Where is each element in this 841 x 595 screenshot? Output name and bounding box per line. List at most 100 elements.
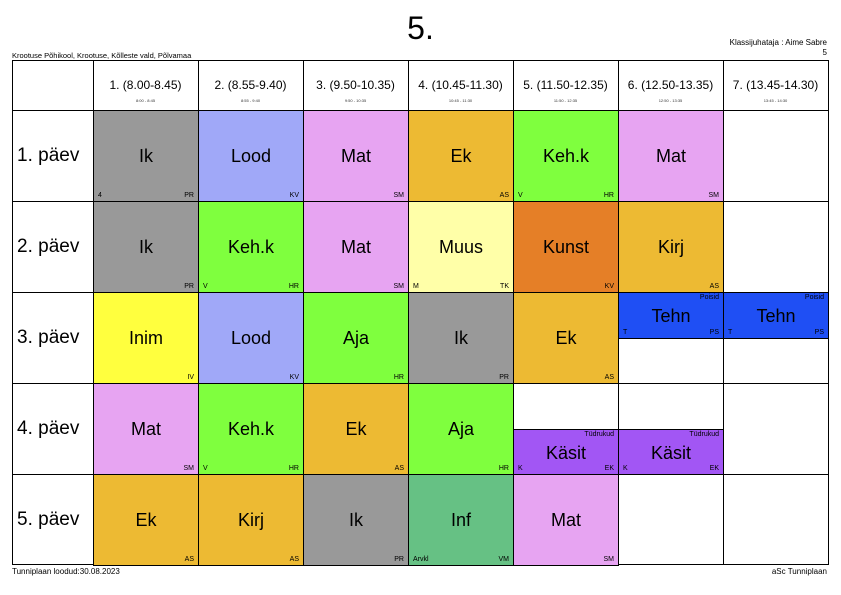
lesson-teacher: EK xyxy=(709,465,719,472)
lesson-subject: Tehn xyxy=(651,306,691,326)
lesson-teacher: AS xyxy=(604,374,614,381)
period-header: 2. (8.55-9.40) 8:55 - 9:40 xyxy=(198,61,303,110)
lesson-cell[interactable]: Ik PR xyxy=(93,201,199,293)
lesson-teacher: PR xyxy=(499,374,509,381)
lesson-cell[interactable]: Tehn T PS Poisid xyxy=(618,292,724,339)
lesson-teacher: KV xyxy=(289,374,299,381)
lesson-room: V xyxy=(203,283,208,290)
lesson-cell[interactable]: Lood KV xyxy=(198,110,304,202)
lesson-teacher: HR xyxy=(393,374,404,381)
lesson-teacher: SM xyxy=(603,556,615,563)
lesson-cell[interactable]: Ik PR xyxy=(303,474,409,566)
period-label: 1. (8.00-8.45) xyxy=(109,78,182,92)
lesson-group: Poisid xyxy=(699,294,719,301)
lesson-cell[interactable]: Käsit K EK Tüdrukud xyxy=(513,429,619,475)
lesson-teacher: VM xyxy=(498,556,510,563)
lesson-cell[interactable]: Ik PR xyxy=(408,292,514,384)
lesson-room: V xyxy=(203,465,208,472)
day-header: 1. päev xyxy=(17,144,80,166)
lesson-subject: Lood xyxy=(230,328,272,348)
lesson-cell[interactable]: Keh.k V HR xyxy=(513,110,619,202)
lesson-teacher: PR xyxy=(184,192,194,199)
lesson-cell[interactable]: Kirj AS xyxy=(198,474,304,566)
lesson-subject: Mat xyxy=(655,146,686,166)
lesson-teacher: PR xyxy=(394,556,404,563)
period-header: 6. (12.50-13.35) 12:50 - 13:35 xyxy=(618,61,723,110)
day-header: 5. päev xyxy=(17,508,80,530)
lesson-cell[interactable]: Tehn T PS Poisid xyxy=(723,292,829,339)
lesson-subject: Ek xyxy=(135,510,157,530)
period-time: 13:45 - 14:30 xyxy=(763,98,788,103)
lesson-room: 4 xyxy=(98,192,102,199)
lesson-subject: Käsit xyxy=(650,443,692,463)
lesson-cell[interactable]: Käsit K EK Tüdrukud xyxy=(618,429,724,475)
lesson-cell[interactable]: Kunst KV xyxy=(513,201,619,293)
lesson-teacher: SM xyxy=(393,192,405,199)
lesson-teacher: HR xyxy=(288,465,299,472)
lesson-cell[interactable]: Kirj AS xyxy=(618,201,724,293)
lesson-cell[interactable]: Aja HR xyxy=(303,292,409,384)
page-title: 5. xyxy=(407,10,434,46)
lesson-room: T xyxy=(728,329,733,336)
lesson-teacher: AS xyxy=(499,192,509,199)
period-label: 5. (11.50-12.35) xyxy=(523,78,608,92)
lesson-cell[interactable]: Ek AS xyxy=(93,474,199,566)
lesson-subject: Käsit xyxy=(545,443,587,463)
lesson-cell[interactable]: Mat SM xyxy=(303,110,409,202)
lesson-subject: Ik xyxy=(348,510,363,530)
period-label: 6. (12.50-13.35) xyxy=(627,78,714,92)
lesson-group: Tüdrukud xyxy=(584,431,614,438)
lesson-cell[interactable]: Keh.k V HR xyxy=(198,383,304,475)
lesson-cell[interactable]: Ek AS xyxy=(408,110,514,202)
lesson-cell[interactable]: Ek AS xyxy=(303,383,409,475)
lesson-room: Arvkl xyxy=(413,556,429,563)
day-header: 3. päev xyxy=(17,326,80,348)
lesson-cell[interactable]: Keh.k V HR xyxy=(198,201,304,293)
period-header: 1. (8.00-8.45) 8:00 - 8:45 xyxy=(93,61,198,110)
lesson-cell[interactable]: Inim IV xyxy=(93,292,199,384)
lesson-room: T xyxy=(623,329,628,336)
class-teacher: Klassijuhataja : Aime Sabre 5 xyxy=(730,38,827,58)
lesson-cell[interactable]: Mat SM xyxy=(513,474,619,566)
lesson-subject: Inf xyxy=(450,510,471,530)
lesson-teacher: PS xyxy=(709,329,719,336)
lesson-subject: Muus xyxy=(438,237,483,257)
lesson-room: K xyxy=(518,465,523,472)
lesson-subject: Ik xyxy=(453,328,468,348)
lesson-subject: Keh.k xyxy=(542,146,590,166)
software-credit: aSc Tunniplaan xyxy=(771,567,827,576)
lesson-teacher: PR xyxy=(184,283,194,290)
lesson-teacher: EK xyxy=(604,465,614,472)
lesson-subject: Ik xyxy=(138,146,153,166)
lesson-teacher: HR xyxy=(288,283,299,290)
lesson-teacher: PS xyxy=(814,329,824,336)
period-time: 10:45 - 11:30 xyxy=(448,98,473,103)
class-teacher-label: Klassijuhataja : Aime Sabre xyxy=(729,38,827,47)
period-label: 4. (10.45-11.30) xyxy=(418,78,503,92)
lesson-cell[interactable]: Mat SM xyxy=(303,201,409,293)
lesson-room: K xyxy=(623,465,628,472)
lesson-subject: Ik xyxy=(138,237,153,257)
lesson-subject: Lood xyxy=(230,146,272,166)
lesson-subject: Mat xyxy=(340,237,371,257)
lesson-cell[interactable]: Mat SM xyxy=(93,383,199,475)
period-label: 7. (13.45-14.30) xyxy=(732,78,819,92)
period-header: 4. (10.45-11.30) 10:45 - 11:30 xyxy=(408,61,513,110)
lesson-subject: Kunst xyxy=(542,237,590,257)
lesson-subject: Keh.k xyxy=(227,237,275,257)
lesson-teacher: AS xyxy=(394,465,404,472)
lesson-teacher: AS xyxy=(709,283,719,290)
lesson-cell[interactable]: Ek AS xyxy=(513,292,619,384)
lesson-cell[interactable]: Inf Arvkl VM xyxy=(408,474,514,566)
period-time: 9:50 - 10:35 xyxy=(344,98,367,103)
lesson-cell[interactable]: Muus M TK xyxy=(408,201,514,293)
lesson-cell[interactable]: Lood KV xyxy=(198,292,304,384)
lesson-teacher: TK xyxy=(500,283,509,290)
class-teacher-sub: 5 xyxy=(822,48,827,57)
lesson-cell[interactable]: Ik 4 PR xyxy=(93,110,199,202)
lesson-group: Tüdrukud xyxy=(689,431,719,438)
lesson-teacher: AS xyxy=(289,556,299,563)
lesson-cell[interactable]: Aja HR xyxy=(408,383,514,475)
lesson-group: Poisid xyxy=(804,294,824,301)
lesson-cell[interactable]: Mat SM xyxy=(618,110,724,202)
